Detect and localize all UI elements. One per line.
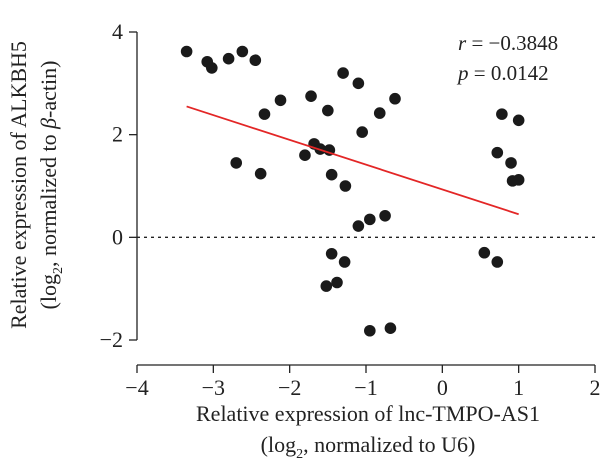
plot-area xyxy=(137,45,595,337)
data-point xyxy=(325,168,338,181)
data-point xyxy=(274,94,287,107)
x-axis-label-line1: Relative expression of lnc-TMPO-AS1 xyxy=(196,401,540,426)
data-point xyxy=(331,276,343,289)
data-point xyxy=(512,174,525,186)
data-point xyxy=(325,247,338,260)
data-point xyxy=(249,54,262,67)
data-point xyxy=(222,52,235,65)
data-point xyxy=(491,256,504,268)
y-tick-label: 4 xyxy=(112,19,123,44)
x-tick-label: 0 xyxy=(437,375,448,400)
r-annotation: r = −0.3848 xyxy=(458,31,558,55)
data-points xyxy=(180,45,525,337)
y-axis-label-line1: Relative expression of ALKBH5 xyxy=(6,41,31,329)
data-point xyxy=(320,280,333,292)
data-point xyxy=(373,107,386,119)
y-tick-label: −2 xyxy=(100,327,123,352)
x-tick-label: −4 xyxy=(125,375,148,400)
data-point xyxy=(352,77,365,90)
data-point xyxy=(352,220,365,232)
p-annotation: p = 0.0142 xyxy=(456,61,549,85)
y-tick-label: 0 xyxy=(112,224,123,249)
data-point xyxy=(305,90,317,102)
y-axis: −2 0 2 4 xyxy=(100,19,138,352)
data-point xyxy=(254,167,267,180)
y-tick-label: 2 xyxy=(112,122,123,147)
data-point xyxy=(339,180,352,192)
data-point xyxy=(180,45,193,58)
x-tick-label: −3 xyxy=(202,375,225,400)
y-axis-title: Relative expression of ALKBH5 (log2, nor… xyxy=(6,41,66,329)
data-point xyxy=(236,45,249,58)
regression-fit-line xyxy=(186,105,519,216)
correlation-annotation: r = −0.3848 p = 0.0142 xyxy=(456,31,558,85)
data-point xyxy=(384,322,397,334)
data-point xyxy=(322,104,334,117)
data-point xyxy=(206,62,218,74)
x-tick-label: −1 xyxy=(354,375,377,400)
data-point xyxy=(496,108,508,120)
x-ticks: −4 −3 −2 −1 0 1 2 xyxy=(125,365,600,400)
data-point xyxy=(491,146,504,159)
data-point xyxy=(337,67,349,79)
data-point xyxy=(364,213,376,226)
x-axis-label-line2: (log2, normalized to U6) xyxy=(261,432,476,462)
y-axis-label-line2: (log2, normalized to β-actin) xyxy=(36,61,66,310)
data-point xyxy=(356,126,368,138)
data-point xyxy=(299,149,311,161)
data-point xyxy=(379,209,391,222)
x-tick-label: 2 xyxy=(590,375,600,400)
data-point xyxy=(230,157,243,169)
x-tick-label: −2 xyxy=(278,375,301,400)
data-point xyxy=(338,256,351,268)
x-axis: −4 −3 −2 −1 0 1 2 xyxy=(125,364,600,400)
data-point xyxy=(512,114,525,127)
data-point xyxy=(389,92,401,105)
x-tick-label: 1 xyxy=(513,375,524,400)
data-point xyxy=(505,157,517,169)
x-axis-title: Relative expression of lnc-TMPO-AS1 (log… xyxy=(196,401,540,462)
data-point xyxy=(478,246,491,259)
data-point xyxy=(364,324,376,337)
y-ticks: −2 0 2 4 xyxy=(100,19,137,352)
data-point xyxy=(258,108,271,120)
